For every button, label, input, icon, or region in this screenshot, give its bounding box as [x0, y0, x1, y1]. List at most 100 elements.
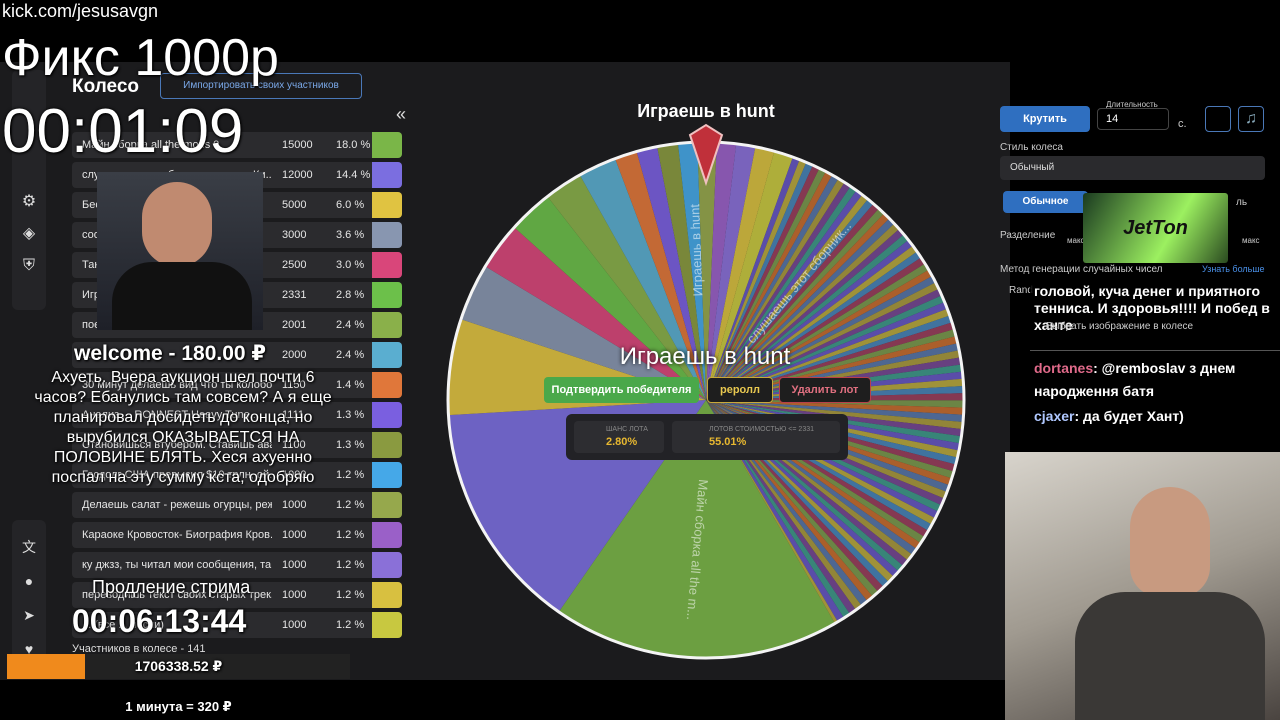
stat-box	[672, 421, 840, 453]
lot-name: Майн сборка all the mods 9	[82, 139, 220, 151]
donation-text: Ахуеть. Вчера аукцион шел почти 6 часов?…	[34, 369, 332, 486]
lot-amount: 3000	[282, 229, 307, 241]
confirm-button[interactable]: Подтвердить победителя	[544, 377, 699, 403]
wheel-stripe	[706, 269, 933, 400]
lot-color	[372, 552, 402, 578]
lot-color	[372, 522, 402, 548]
wheel-sector	[657, 143, 706, 400]
chat-message: головой, куча денег и приятного тенниса.…	[1034, 283, 1270, 333]
stat-value: 55.01%	[709, 436, 747, 448]
lot-percent: 1.2 %	[336, 619, 365, 631]
lot-percent: 1.2 %	[336, 529, 365, 541]
fix-price: Фикс 1000р	[2, 29, 279, 87]
wheel-stripe	[706, 199, 874, 400]
rate: 1 минута = 320 ₽	[125, 699, 232, 714]
lot-name: Анализ ... RONNEST Heavy Tune...	[82, 409, 259, 421]
lot-row: 30 минут делаешь вид что ты колобок... 11…	[72, 372, 402, 398]
rng-label: Метод генерации случайных чисел	[1000, 264, 1163, 275]
wheel-sector	[460, 266, 706, 400]
wheel-stripe	[706, 400, 964, 415]
lot-amount: 2500	[282, 259, 307, 271]
chat-text: : да будет Хант)	[1074, 408, 1184, 424]
stat-label: ШАНС ЛОТА	[606, 426, 648, 433]
lot-percent: 1.3 %	[336, 439, 365, 451]
lot-percent: 1.3 %	[336, 409, 365, 421]
lot-color	[372, 612, 402, 638]
sector-label: Играешь в hunt	[687, 203, 705, 296]
sidebar	[12, 70, 46, 310]
chat	[1030, 280, 1280, 432]
wheel-sector	[485, 227, 706, 400]
webcam-person	[142, 182, 212, 267]
lot-color	[372, 162, 402, 188]
lot-color	[372, 402, 402, 428]
wheel-stripe	[706, 162, 813, 400]
wheel-stripe	[706, 174, 839, 400]
choose-image[interactable]: Выбрать изображение в колесе	[1046, 321, 1194, 332]
wheel-sector	[615, 151, 706, 400]
lot-row: Становишься втубером. Ставишь ават... 110…	[72, 432, 402, 458]
lot-color	[372, 282, 402, 308]
chat-text: : @remboslav з днем народження батя	[1034, 360, 1236, 399]
app-title: Колесо	[72, 76, 140, 97]
sponsor-banner[interactable]: JetTon	[1083, 193, 1228, 263]
wheel-stripe	[706, 165, 820, 400]
wheel-stripe	[706, 194, 868, 400]
wheel-sector	[579, 158, 706, 400]
wheel-stripe	[706, 228, 904, 400]
reroll-button[interactable]: реролл	[707, 377, 773, 403]
lot-color	[372, 492, 402, 518]
style-select[interactable]: Обычный	[1000, 156, 1265, 180]
mode-other[interactable]: ль	[1236, 197, 1248, 208]
spin-button[interactable]: Крутить	[1000, 106, 1090, 132]
wheel-sector	[697, 142, 717, 400]
wheel-stripe	[706, 288, 942, 400]
wheel-stripe	[706, 251, 922, 400]
rng-value[interactable]: Rand	[1009, 285, 1033, 296]
lot-color	[372, 432, 402, 458]
sidebar-icons-bottom[interactable]: 文 ● ➤ ♥	[22, 539, 36, 657]
lot-color	[372, 582, 402, 608]
wheel-stripe	[706, 245, 918, 400]
random-button[interactable]	[1205, 106, 1231, 132]
learn-more[interactable]: Узнать больше	[1202, 264, 1265, 274]
wheel-stripe	[706, 263, 929, 400]
lot-row: Майн сборка all the mods 9 15000 18.0 %	[72, 132, 402, 158]
webcam-body	[112, 262, 252, 330]
wheel-stripe	[706, 276, 936, 400]
bottom-strip	[0, 680, 1005, 720]
lot-row: ... 2000 2.4 %	[72, 342, 402, 368]
wheel-stripe	[706, 190, 863, 400]
lot-name: ... (все ... песни)	[82, 619, 164, 631]
wheel-sector	[636, 146, 706, 400]
split-min: макс	[1067, 236, 1085, 245]
lot-percent: 18.0 %	[336, 139, 371, 151]
lot-percent: 6.0 %	[336, 199, 365, 211]
lot-percent: 2.4 %	[336, 319, 365, 331]
seconds-unit: с.	[1178, 118, 1187, 130]
lot-row: ку джзз, ты читал мои сообщения, та... 10…	[72, 552, 402, 578]
collapse-button[interactable]: «	[396, 104, 407, 124]
wheel-stripe	[706, 208, 885, 400]
duration-input[interactable]: 14	[1097, 108, 1169, 130]
timer: 00:01:09	[2, 97, 244, 166]
webcam-person	[1130, 487, 1210, 597]
wheel-stripe	[706, 159, 807, 400]
sidebar-icons[interactable]: ⚙ ◈ ⛨	[21, 193, 37, 274]
duration-label: Длительность	[1106, 100, 1158, 109]
lot-amount: 2331	[282, 289, 307, 301]
lot-amount: 1000	[282, 559, 307, 571]
lot-color	[372, 312, 402, 338]
wheel-sector	[558, 400, 835, 658]
lot-amount: 15000	[282, 139, 313, 151]
wheel-title: Играешь в hunt	[637, 101, 775, 121]
lot-color	[372, 192, 402, 218]
music-button[interactable]: ♫	[1238, 106, 1264, 132]
mode-normal[interactable]: Обычное	[1003, 191, 1088, 213]
chat-user: cjaxer	[1034, 408, 1075, 424]
wheel-stripe	[706, 213, 890, 400]
delete-button[interactable]: Удалить лот	[779, 377, 871, 403]
stat-label: ЛОТОВ СТОИМОСТЬЮ <= 2331	[709, 426, 814, 433]
import-button[interactable]: Импортировать своих участников	[160, 73, 362, 99]
